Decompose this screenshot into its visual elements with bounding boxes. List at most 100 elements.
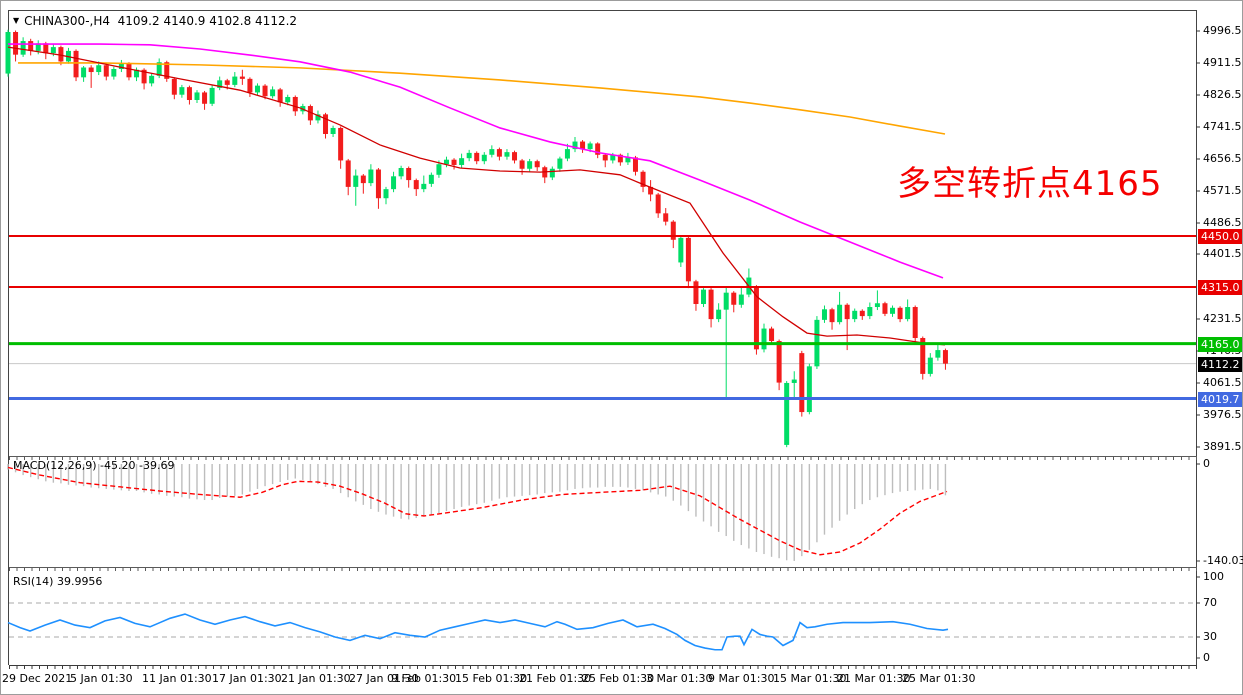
candle-body xyxy=(73,50,79,78)
pane-separator-macd[interactable] xyxy=(9,456,1197,461)
candle-body xyxy=(897,307,903,320)
candle-body xyxy=(338,127,344,161)
time-label: 25 Mar 01:30 xyxy=(902,672,976,685)
candle-body xyxy=(421,183,427,190)
candle-body xyxy=(179,87,185,95)
candle-body xyxy=(285,96,291,103)
candle-body xyxy=(20,41,26,55)
candle-body xyxy=(406,167,412,181)
candle-body xyxy=(557,158,563,169)
candle-body xyxy=(685,237,691,282)
candle-body xyxy=(474,152,480,162)
candle-body xyxy=(527,161,533,169)
candle-body xyxy=(761,328,767,350)
time-label: 17 Jan 01:30 xyxy=(212,672,282,685)
candle-body xyxy=(28,41,34,51)
candle-body xyxy=(81,67,87,78)
candle-body xyxy=(360,175,366,184)
candle-body xyxy=(580,141,586,150)
candle-body xyxy=(58,47,64,62)
candle-body xyxy=(912,307,918,339)
candle-body xyxy=(942,350,948,364)
candle-body xyxy=(375,169,381,199)
candle-body xyxy=(496,149,502,157)
candle-body xyxy=(670,221,676,240)
price-tick-label: 4911.5 xyxy=(1203,56,1242,69)
candle-body xyxy=(209,87,215,104)
candle-body xyxy=(655,194,661,214)
candle-body xyxy=(315,114,321,121)
price-tag-4019.7: 4019.7 xyxy=(1198,391,1242,407)
time-label: 3 Mar 01:30 xyxy=(646,672,713,685)
time-label: 27 Jan 01:30 xyxy=(349,672,419,685)
candle-body xyxy=(149,75,155,84)
time-label: 15 Feb 01:30 xyxy=(455,672,528,685)
candle-body xyxy=(625,157,631,163)
time-label: 15 Mar 01:30 xyxy=(773,672,847,685)
candle-body xyxy=(217,80,223,88)
price-tag-4315.0: 4315.0 xyxy=(1198,279,1242,295)
candle-body xyxy=(262,85,268,97)
candle-body xyxy=(927,357,933,374)
candle-body xyxy=(307,106,313,121)
candle-body xyxy=(852,310,858,320)
time-label: 25 Feb 01:30 xyxy=(582,672,655,685)
time-label: 9 Feb 01:30 xyxy=(391,672,457,685)
candle-body xyxy=(738,294,744,305)
candle-body xyxy=(459,158,465,165)
macd-indicator-label: MACD(12,26,9) -45.20 -39.69 xyxy=(13,459,175,472)
candle-body xyxy=(519,160,525,169)
price-tick-label: 4486.5 xyxy=(1203,216,1242,229)
candle-body xyxy=(35,43,41,51)
price-tag-4450.0: 4450.0 xyxy=(1198,228,1242,244)
time-axis[interactable] xyxy=(9,665,1197,670)
candle-body xyxy=(701,289,707,305)
pane-separator-rsi[interactable] xyxy=(9,567,1197,572)
candle-body xyxy=(549,168,555,178)
candle-body xyxy=(451,159,457,165)
candle-body xyxy=(776,341,782,383)
candle-body xyxy=(368,169,374,184)
candle-body xyxy=(890,307,896,314)
candle-body xyxy=(239,76,245,79)
candle-body xyxy=(678,237,684,263)
price-tick-label: 3891.5 xyxy=(1203,440,1242,453)
rsi-indicator-label: RSI(14) 39.9956 xyxy=(13,575,103,588)
candle-body xyxy=(270,89,276,97)
candle-body xyxy=(716,309,722,320)
candle-body xyxy=(466,152,472,159)
symbol-period-label: CHINA300-,H4 xyxy=(24,14,110,28)
dropdown-arrow-icon[interactable]: ▼ xyxy=(13,16,20,25)
candle-body xyxy=(829,309,835,323)
candle-body xyxy=(171,78,177,95)
candle-body xyxy=(640,171,646,187)
price-tick-label: 4826.5 xyxy=(1203,88,1242,101)
candle-body xyxy=(202,92,208,104)
rsi-scale-label: 70 xyxy=(1203,596,1217,609)
candle-body xyxy=(88,67,94,73)
ma-mid-magenta xyxy=(8,43,944,279)
candle-body xyxy=(867,307,873,317)
candle-body xyxy=(534,161,540,168)
candle-body xyxy=(126,63,132,78)
candle-body xyxy=(920,338,926,374)
candle-body xyxy=(118,63,124,70)
macd-scale-label: -140.03 xyxy=(1203,554,1243,567)
time-label: 21 Feb 01:30 xyxy=(519,672,592,685)
candle-body xyxy=(111,69,117,77)
price-tick-label: 4996.5 xyxy=(1203,24,1242,37)
candle-body xyxy=(882,303,888,314)
ma-slow-orange xyxy=(18,62,946,135)
candle-body xyxy=(391,176,397,190)
price-tag-4112.2: 4112.2 xyxy=(1198,356,1242,372)
annotation-text: 多空转折点4165 xyxy=(897,164,1163,204)
candle-body xyxy=(791,379,797,383)
candle-body xyxy=(254,85,260,93)
time-label: 29 Dec 2021 xyxy=(2,672,73,685)
candle-body xyxy=(731,292,737,305)
rsi-scale-label: 30 xyxy=(1203,630,1217,643)
candle-body xyxy=(353,175,359,187)
candle-body xyxy=(103,65,109,77)
